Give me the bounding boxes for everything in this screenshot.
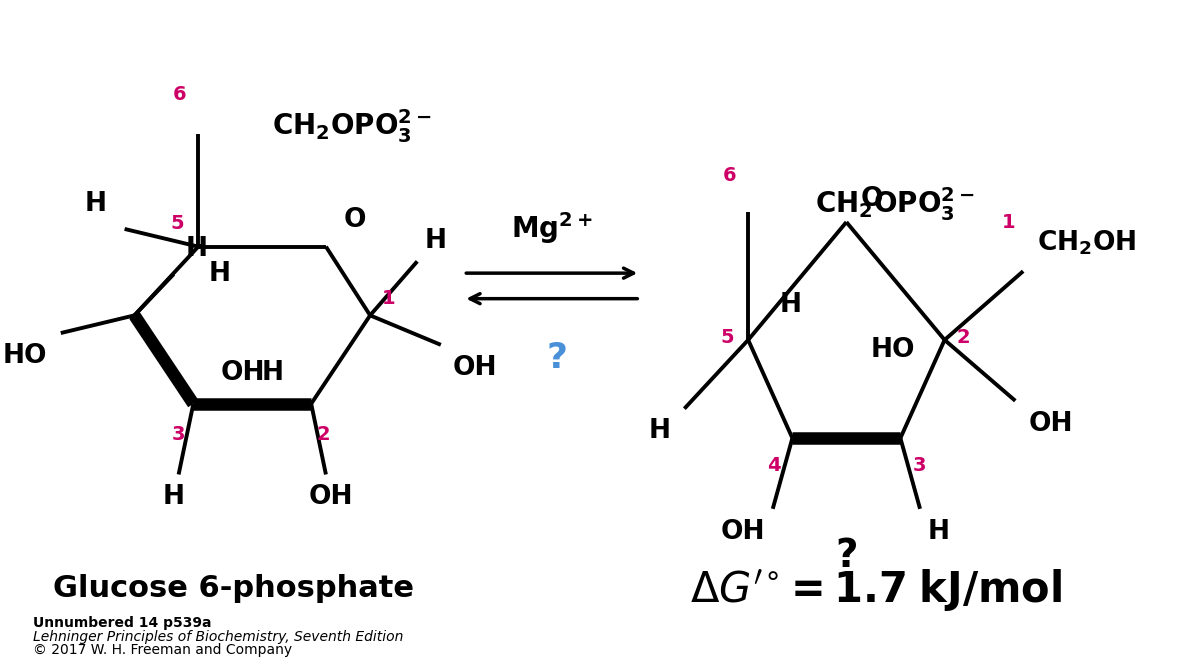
Text: 6: 6	[722, 166, 737, 185]
Text: OH: OH	[452, 355, 498, 380]
Text: 3: 3	[913, 456, 926, 475]
Text: H: H	[425, 227, 447, 254]
Text: H: H	[928, 519, 950, 545]
Text: © 2017 W. H. Freeman and Company: © 2017 W. H. Freeman and Company	[33, 643, 292, 657]
Text: OH: OH	[221, 360, 266, 386]
Text: 5: 5	[721, 329, 734, 348]
Text: HO: HO	[2, 343, 47, 369]
Text: ?: ?	[835, 537, 858, 575]
Text: Glucose 6-phosphate: Glucose 6-phosphate	[53, 574, 414, 603]
Text: H: H	[648, 419, 671, 444]
Text: H: H	[209, 261, 231, 287]
Text: O: O	[343, 207, 366, 233]
Text: $\Delta G'^{\circ}$$\mathbf{ = 1.7 \; kJ/mol}$: $\Delta G'^{\circ}$$\mathbf{ = 1.7 \; kJ…	[690, 567, 1062, 613]
Text: ?: ?	[547, 341, 567, 374]
Text: $\mathbf{CH_2OPO_3^{2-}}$: $\mathbf{CH_2OPO_3^{2-}}$	[271, 107, 432, 145]
Text: H: H	[185, 236, 207, 262]
Text: OH: OH	[309, 484, 353, 510]
Text: H: H	[163, 484, 184, 510]
Text: 3: 3	[172, 425, 185, 444]
Text: H: H	[262, 360, 283, 386]
Text: 2: 2	[316, 425, 330, 444]
Text: OH: OH	[1029, 411, 1074, 437]
Text: $\mathbf{Mg^{2+}}$: $\mathbf{Mg^{2+}}$	[511, 210, 592, 246]
Text: 4: 4	[767, 456, 781, 475]
Text: 2: 2	[957, 329, 970, 348]
Text: H: H	[85, 191, 106, 217]
Text: 1: 1	[1002, 213, 1015, 232]
Text: HO: HO	[871, 337, 915, 363]
Text: O: O	[860, 187, 883, 212]
Text: 6: 6	[173, 85, 187, 104]
Text: $\mathbf{CH_2OPO_3^{2-}}$: $\mathbf{CH_2OPO_3^{2-}}$	[814, 185, 975, 223]
Text: OH: OH	[720, 519, 765, 545]
Text: Unnumbered 14 p539a: Unnumbered 14 p539a	[33, 615, 212, 629]
Text: Lehninger Principles of Biochemistry, Seventh Edition: Lehninger Principles of Biochemistry, Se…	[33, 630, 403, 644]
Text: 1: 1	[382, 289, 396, 307]
Text: H: H	[780, 293, 801, 318]
Text: $\mathbf{CH_2OH}$: $\mathbf{CH_2OH}$	[1037, 229, 1136, 258]
Text: 5: 5	[171, 214, 184, 233]
